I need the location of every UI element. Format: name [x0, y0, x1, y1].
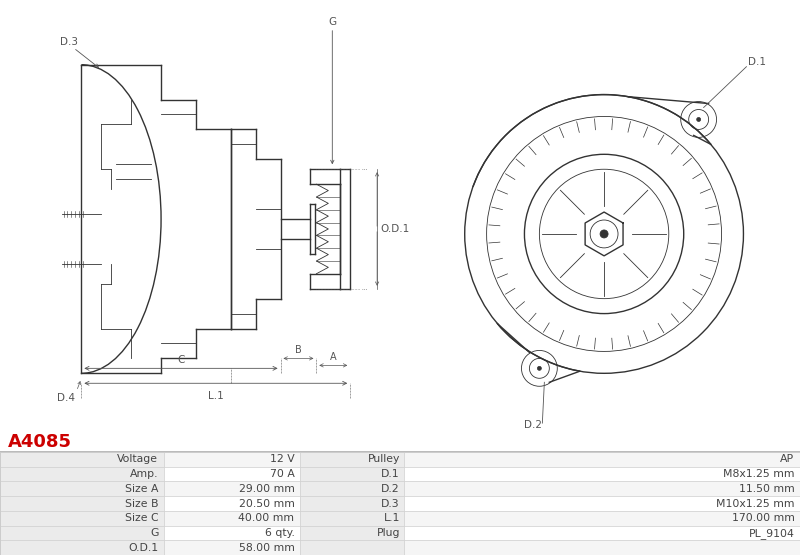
- Text: 11.50 mm: 11.50 mm: [738, 484, 794, 494]
- Bar: [300, 526, 404, 541]
- Bar: [164, 526, 300, 541]
- Text: Size B: Size B: [125, 499, 158, 508]
- Circle shape: [538, 367, 542, 371]
- Text: A: A: [330, 352, 337, 362]
- Text: L.1: L.1: [208, 391, 224, 401]
- Text: 70 A: 70 A: [270, 469, 294, 479]
- Text: Voltage: Voltage: [118, 454, 158, 464]
- Text: 170.00 mm: 170.00 mm: [731, 513, 794, 523]
- Bar: [164, 496, 300, 511]
- Text: G: G: [328, 17, 336, 27]
- Bar: [0, 482, 164, 496]
- Text: 40.00 mm: 40.00 mm: [238, 513, 294, 523]
- Text: 29.00 mm: 29.00 mm: [238, 484, 294, 494]
- Bar: [404, 452, 800, 466]
- Text: G: G: [150, 528, 158, 538]
- Text: Size C: Size C: [125, 513, 158, 523]
- Bar: [0, 466, 164, 482]
- Text: B: B: [295, 345, 302, 355]
- Text: L.1: L.1: [384, 513, 400, 523]
- Bar: [164, 482, 300, 496]
- Text: Plug: Plug: [377, 528, 400, 538]
- Text: M8x1.25 mm: M8x1.25 mm: [723, 469, 794, 479]
- Bar: [300, 511, 404, 526]
- Bar: [0, 452, 164, 466]
- Text: A4085: A4085: [8, 433, 72, 451]
- Text: D.2: D.2: [382, 484, 400, 494]
- Bar: [404, 526, 800, 541]
- Text: Amp.: Amp.: [130, 469, 158, 479]
- Text: 20.50 mm: 20.50 mm: [238, 499, 294, 508]
- Text: D.3: D.3: [382, 499, 400, 508]
- Bar: [164, 541, 300, 555]
- Bar: [404, 511, 800, 526]
- Bar: [164, 511, 300, 526]
- Text: 6 qty.: 6 qty.: [265, 528, 294, 538]
- Text: O.D.1: O.D.1: [380, 224, 410, 234]
- Text: Size A: Size A: [125, 484, 158, 494]
- Text: D.1: D.1: [382, 469, 400, 479]
- Text: O.D.1: O.D.1: [128, 543, 158, 553]
- Bar: [404, 496, 800, 511]
- Bar: [0, 511, 164, 526]
- Text: D.2: D.2: [525, 420, 542, 430]
- Bar: [0, 496, 164, 511]
- Bar: [300, 482, 404, 496]
- Text: 58.00 mm: 58.00 mm: [238, 543, 294, 553]
- Bar: [164, 466, 300, 482]
- Bar: [300, 496, 404, 511]
- Circle shape: [697, 118, 701, 122]
- Text: M10x1.25 mm: M10x1.25 mm: [716, 499, 794, 508]
- Text: D.1: D.1: [749, 57, 766, 67]
- Text: D.3: D.3: [59, 37, 78, 47]
- Bar: [404, 541, 800, 555]
- Bar: [404, 466, 800, 482]
- Bar: [300, 541, 404, 555]
- Bar: [164, 452, 300, 466]
- Bar: [300, 452, 404, 466]
- Text: C: C: [178, 355, 185, 365]
- Bar: [0, 541, 164, 555]
- Bar: [404, 482, 800, 496]
- Text: Pulley: Pulley: [368, 454, 400, 464]
- Text: D.4: D.4: [58, 393, 75, 403]
- Bar: [0, 526, 164, 541]
- Text: PL_9104: PL_9104: [749, 528, 794, 538]
- Text: AP: AP: [780, 454, 794, 464]
- Text: 12 V: 12 V: [270, 454, 294, 464]
- Bar: [300, 466, 404, 482]
- Circle shape: [600, 230, 608, 238]
